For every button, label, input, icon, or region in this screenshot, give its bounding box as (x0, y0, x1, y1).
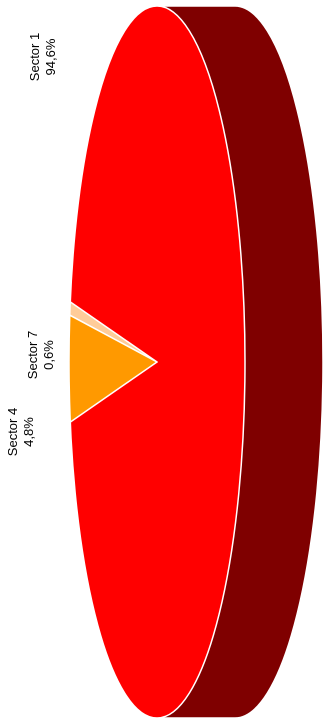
label-sector-1: Sector 1 94,6% (27, 33, 58, 81)
pie-top-face (68, 5, 246, 719)
label-name-sector-7: Sector 7 (25, 331, 40, 379)
label-percent-sector-4: 4,8% (21, 417, 36, 447)
label-name-sector-4: Sector 4 (5, 408, 20, 456)
label-percent-sector-7: 0,6% (41, 340, 56, 370)
label-sector-4: Sector 4 4,8% (5, 408, 36, 456)
label-name-sector-1: Sector 1 (27, 33, 42, 81)
label-sector-7: Sector 7 0,6% (25, 331, 56, 379)
pie-slice-sector-4 (68, 314, 158, 423)
label-percent-sector-1: 94,6% (43, 38, 58, 75)
pie-labels: Sector 1 94,6% Sector 4 4,8% Sector 7 0,6% (5, 33, 58, 456)
